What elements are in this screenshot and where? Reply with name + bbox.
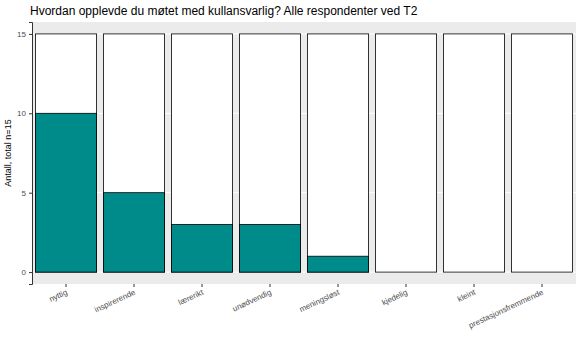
x-tick-mark [474,284,475,287]
total-bar [35,34,96,272]
bar [239,224,300,272]
y-tick-label: 15 [17,30,26,39]
y-tick-mark [29,113,32,114]
x-tick-mark [270,284,271,287]
total-bar [171,34,232,272]
total-bar [239,34,300,272]
total-bar [307,34,368,272]
x-tick-label: nyttig [48,288,69,304]
y-axis-line [29,23,33,285]
x-tick-label: kjedelig [380,288,408,308]
y-tick-label: 10 [17,109,26,118]
chart: 0 5 10 15 nyttig inspirerende lærerikt unødvend… [0,0,582,346]
x-axis: nyttig inspirerende lærerikt unødvendig meni… [33,284,577,330]
y-tick-mark [29,272,32,273]
x-tick: lærerikt [177,284,206,307]
y-tick-mark [29,34,32,35]
y-tick: 0 [22,268,32,277]
x-tick: kjedelig [380,284,408,307]
y-tick: 10 [17,109,32,118]
y-tick: 15 [17,30,32,39]
x-tick: prestasjonsfremmende [467,284,545,330]
bar [375,272,436,273]
x-tick-label: inspirerende [93,287,137,314]
bar [35,113,96,272]
x-tick-label: lærerikt [177,287,206,307]
x-tick: meningsløst [298,284,342,314]
panel-background [32,22,576,284]
bar [103,193,164,272]
total-bar [375,34,436,272]
title: Hvordan opplevde du møtet med kullansvar… [30,4,418,18]
plot: 0 5 10 15 nyttig inspirerende lærerikt unødvend… [17,22,576,330]
x-tick-mark [338,284,339,287]
x-tick-mark [542,284,543,287]
y-axis-title: Antall, total n=15 [3,119,13,186]
x-axis-line [33,285,577,288]
x-tick: inspirerende [93,284,137,314]
total-bar [511,34,572,272]
y-tick-label: 0 [22,268,27,277]
x-tick-mark [202,284,203,287]
x-tick-label: unødvendig [231,288,273,314]
bars [35,34,572,272]
x-tick: unødvendig [231,284,273,313]
x-tick-mark [66,284,67,287]
bar [443,272,504,273]
bar [307,256,368,272]
total-bar [443,34,504,272]
x-tick-label: prestasjonsfremmende [467,287,545,330]
total-bar [103,34,164,272]
x-tick-label: meningsløst [298,287,342,314]
y-tick-label: 5 [22,189,27,198]
bar [511,272,572,273]
x-tick: kleint [456,284,477,304]
y-tick-mark [29,193,32,194]
x-tick-label: kleint [456,287,477,303]
bar [171,224,232,272]
y-axis: 0 5 10 15 [17,23,32,285]
x-tick: nyttig [48,284,69,304]
grid [32,34,576,272]
x-tick-mark [134,284,135,287]
x-tick-mark [406,284,407,287]
y-tick: 5 [22,189,32,198]
